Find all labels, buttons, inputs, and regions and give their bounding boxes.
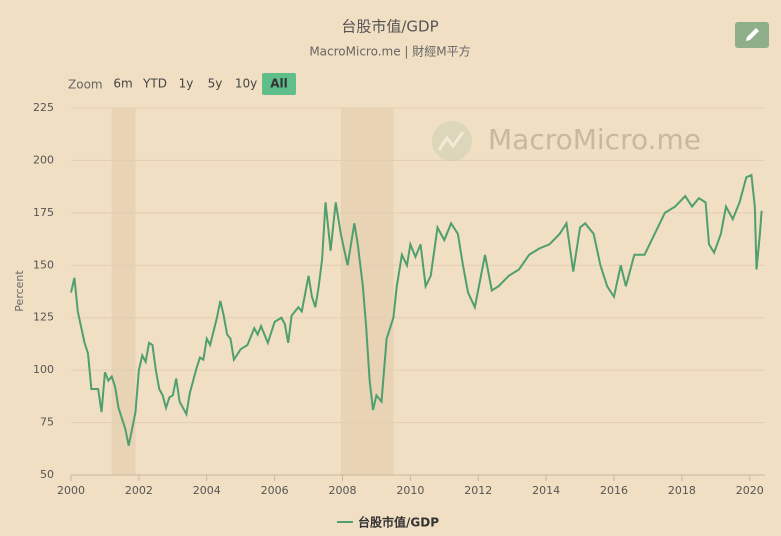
zoom-button[interactable]: All: [262, 73, 296, 95]
recession-band: [111, 108, 136, 475]
zoom-button-label: 6m: [113, 77, 132, 91]
zoom-button[interactable]: YTD: [142, 77, 167, 91]
zoom-button-label: All: [270, 77, 288, 91]
zoom-button-label: YTD: [142, 77, 167, 91]
y-axis-title: Percent: [13, 270, 26, 312]
x-tick-label: 2012: [464, 484, 492, 497]
zoom-button-label: 5y: [208, 77, 223, 91]
zoom-button[interactable]: 10y: [235, 77, 257, 91]
y-tick-label: 150: [33, 258, 54, 271]
zoom-button-label: 1y: [179, 77, 194, 91]
data-line: [70, 173, 763, 446]
zoom-label: Zoom: [68, 78, 103, 92]
zoom-button-bg: [262, 73, 296, 95]
recession-band: [340, 108, 394, 475]
watermark-logo: [432, 121, 472, 161]
x-tick-label: 2002: [125, 484, 153, 497]
zoom-button-label: 10y: [235, 77, 257, 91]
watermark-icon: [437, 131, 465, 151]
x-tick-label: 2010: [396, 484, 424, 497]
x-tick-label: 2016: [600, 484, 628, 497]
legend-label: 台股市值/GDP: [358, 515, 439, 530]
zoom-button[interactable]: 1y: [179, 77, 194, 91]
y-tick-label: 50: [40, 468, 54, 481]
zoom-button[interactable]: 6m: [113, 77, 132, 91]
chart-title: 台股市值/GDP: [341, 18, 438, 36]
y-tick-label: 200: [33, 153, 54, 166]
x-tick-label: 2006: [261, 484, 289, 497]
y-tick-label: 100: [33, 363, 54, 376]
y-tick-label: 125: [33, 311, 54, 324]
pencil-icon: [746, 28, 759, 41]
x-tick-label: 2014: [532, 484, 560, 497]
x-tick-label: 2000: [57, 484, 85, 497]
zoom-button[interactable]: 5y: [208, 77, 223, 91]
x-tick-label: 2018: [668, 484, 696, 497]
y-tick-label: 225: [33, 101, 54, 114]
watermark-text: MacroMicro.me: [488, 123, 701, 156]
watermark-circle: [432, 121, 472, 161]
edit-button[interactable]: [735, 22, 769, 48]
x-tick-label: 2004: [193, 484, 221, 497]
chart-subtitle: MacroMicro.me | 財經M平方: [309, 44, 470, 59]
x-tick-label: 2008: [328, 484, 356, 497]
x-tick-label: 2020: [736, 484, 764, 497]
y-tick-label: 75: [40, 416, 54, 429]
y-tick-label: 175: [33, 206, 54, 219]
